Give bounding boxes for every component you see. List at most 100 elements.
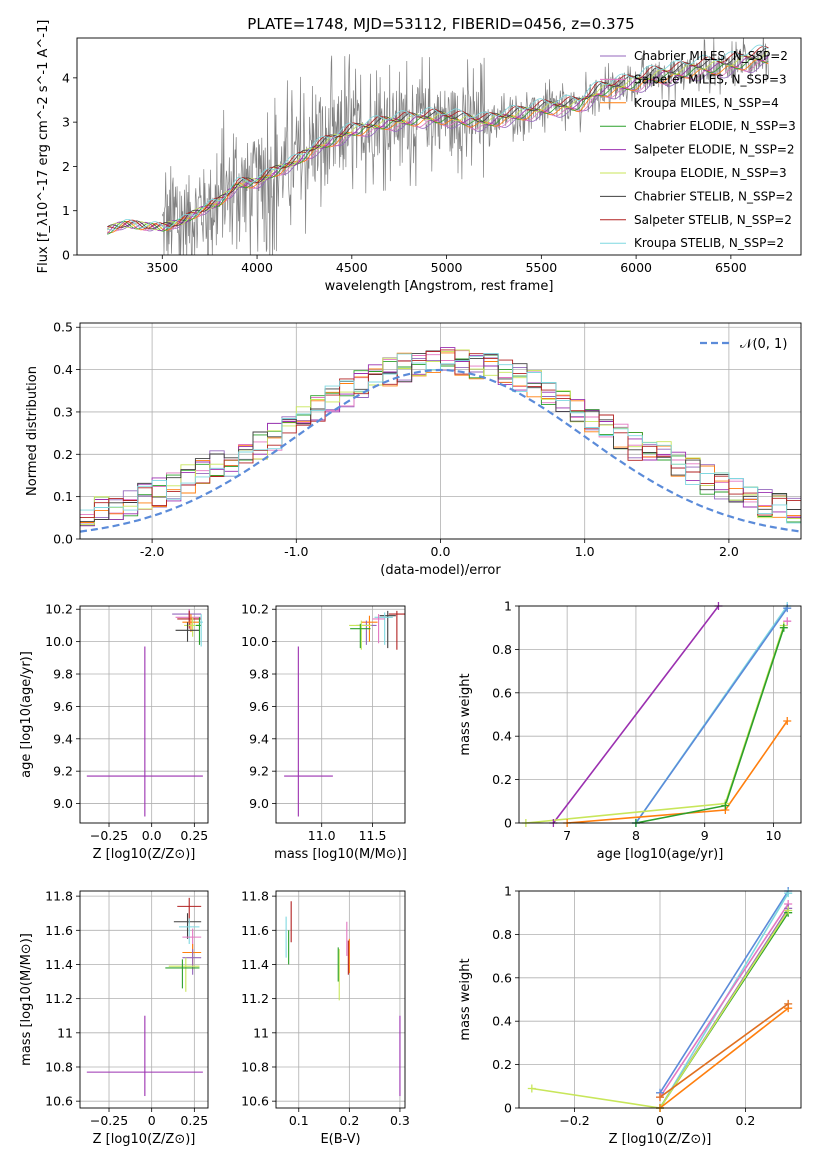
x-tick-label: 0 bbox=[656, 1113, 664, 1128]
mass-weight-line bbox=[531, 910, 789, 1108]
y-tick-label: 0 bbox=[504, 816, 512, 831]
legend-label: Salpeter ELODIE, N_SSP=2 bbox=[634, 143, 795, 157]
data-point-marker bbox=[783, 717, 792, 726]
model-line bbox=[107, 55, 769, 234]
legend-label: 𝒩(0, 1) bbox=[740, 337, 787, 352]
x-tick-label: 9 bbox=[701, 828, 709, 843]
x-tick-label: 11.0 bbox=[308, 828, 336, 843]
y-tick-label: 10.8 bbox=[241, 1059, 269, 1074]
plot-area bbox=[531, 891, 789, 1108]
y-tick-label: 10.6 bbox=[241, 1094, 269, 1109]
y-tick-label: 10.0 bbox=[241, 634, 269, 649]
y-tick-label: 0.4 bbox=[492, 1014, 512, 1029]
mass-weight-line bbox=[659, 1007, 789, 1108]
x-axis-label: Z [log10(Z/Z⊙)] bbox=[609, 1132, 712, 1147]
axes-frame bbox=[79, 322, 802, 540]
y-tick-label: 10.8 bbox=[45, 1059, 73, 1074]
axes-frame bbox=[518, 890, 802, 1109]
chart-massweight_vs_age: 7 8 9 10 0 0.2 0.4 0.6 0.8 1 age [log10(age/yr)] ma… bbox=[458, 599, 802, 862]
y-tick-label: 11.4 bbox=[241, 957, 269, 972]
plot-area bbox=[284, 610, 405, 817]
y-tick-label: 9.2 bbox=[249, 764, 269, 779]
model-line bbox=[106, 50, 769, 231]
data-point-marker bbox=[784, 999, 793, 1008]
y-tick-label: 0.4 bbox=[53, 362, 73, 377]
y-tick-label: 1 bbox=[504, 599, 512, 614]
chart-residuals: -2.0 -1.0 0.0 1.0 2.0 0.0 0.1 0.2 0.3 0.4 0.5 (data… bbox=[25, 320, 802, 578]
x-tick-label: 10 bbox=[766, 828, 782, 843]
y-tick-label: 4 bbox=[62, 70, 70, 85]
x-tick-label: 4500 bbox=[336, 260, 368, 275]
legend-label: Kroupa MILES, N_SSP=4 bbox=[634, 96, 779, 110]
x-axis-label: wavelength [Angstrom, rest frame] bbox=[325, 279, 554, 294]
y-tick-label: 1 bbox=[62, 203, 70, 218]
y-tick-label: 0.0 bbox=[53, 532, 73, 547]
y-tick-label: 11.8 bbox=[241, 889, 269, 904]
y-tick-label: 9.8 bbox=[53, 667, 73, 682]
mass-weight-line bbox=[635, 607, 788, 823]
data-point-marker bbox=[783, 604, 792, 613]
x-tick-label: 2.0 bbox=[719, 544, 739, 559]
data-point-marker bbox=[656, 1093, 664, 1102]
y-tick-label: 0.4 bbox=[492, 729, 512, 744]
chart-spectrum: 3500 4000 4500 5000 5500 6000 6500 0 1 2 3 4 wavelen… bbox=[36, 20, 802, 294]
axes-frame bbox=[275, 605, 406, 824]
legend-label: Salpeter MILES, N_SSP=3 bbox=[634, 72, 787, 86]
x-tick-label: 11.5 bbox=[359, 828, 387, 843]
mass-weight-line bbox=[552, 606, 720, 823]
chart-massweight_vs_Z: −0.2 0 0.2 0 0.2 0.4 0.6 0.8 1 Z [log10(Z/Z⊙)] mas… bbox=[458, 884, 802, 1147]
x-tick-label: 0.1 bbox=[289, 1113, 309, 1128]
y-tick-label: 11.6 bbox=[45, 923, 73, 938]
x-tick-label: 0.25 bbox=[180, 1113, 208, 1128]
chart-mass_vs_EBV: 0.1 0.2 0.3 10.6 10.8 11 11.2 11.4 11.6 11.8 E(B-V… bbox=[241, 889, 410, 1147]
y-axis-label: age [log10(age/yr)] bbox=[19, 651, 34, 778]
legend-label: Salpeter STELIB, N_SSP=2 bbox=[634, 213, 792, 227]
y-tick-label: 0.2 bbox=[492, 1057, 512, 1072]
model-line bbox=[107, 60, 769, 232]
y-tick-label: 9.6 bbox=[249, 699, 269, 714]
x-tick-label: 0.2 bbox=[736, 1113, 756, 1128]
y-tick-label: 10.0 bbox=[45, 634, 73, 649]
plot-area bbox=[80, 347, 801, 533]
axes-frame bbox=[518, 605, 802, 824]
plot-area bbox=[285, 901, 401, 1097]
y-tick-label: 10.6 bbox=[45, 1094, 73, 1109]
y-tick-label: 11.8 bbox=[45, 889, 73, 904]
plot-area bbox=[86, 609, 203, 817]
y-tick-label: 0.1 bbox=[53, 489, 73, 504]
mass-weight-line bbox=[525, 625, 785, 823]
x-tick-label: 6500 bbox=[715, 260, 747, 275]
y-tick-label: 0.8 bbox=[492, 927, 512, 942]
x-axis-label: (data-model)/error bbox=[380, 563, 501, 578]
y-tick-label: 3 bbox=[62, 115, 70, 130]
y-tick-label: 0.3 bbox=[53, 404, 73, 419]
y-tick-label: 11.2 bbox=[241, 991, 269, 1006]
y-tick-label: 0.2 bbox=[53, 447, 73, 462]
x-tick-label: 0.0 bbox=[142, 828, 162, 843]
y-tick-label: 9.8 bbox=[249, 667, 269, 682]
x-axis-label: Z [log10(Z/Z⊙)] bbox=[93, 1132, 196, 1147]
y-tick-label: 9.6 bbox=[53, 699, 73, 714]
data-point-marker bbox=[779, 623, 788, 632]
mass-weight-line bbox=[659, 891, 789, 1094]
plot-area bbox=[86, 897, 203, 1097]
plot-area bbox=[525, 606, 788, 823]
mass-weight-line bbox=[659, 903, 789, 1098]
data-point-marker bbox=[721, 801, 730, 810]
residual-histogram bbox=[80, 349, 801, 519]
x-tick-label: 0.3 bbox=[390, 1113, 410, 1128]
y-tick-label: 11.4 bbox=[45, 957, 73, 972]
x-tick-label: 0 bbox=[148, 1113, 156, 1128]
axes-frame bbox=[275, 890, 406, 1109]
y-tick-label: 0.8 bbox=[492, 642, 512, 657]
x-tick-label: 0.0 bbox=[431, 544, 451, 559]
x-axis-label: age [log10(age/yr)] bbox=[597, 847, 724, 862]
y-tick-label: 11.2 bbox=[45, 991, 73, 1006]
y-tick-label: 9.2 bbox=[53, 764, 73, 779]
y-axis-label: mass weight bbox=[458, 958, 473, 1040]
mass-weight-line bbox=[635, 627, 785, 823]
gaussian-curve bbox=[80, 368, 801, 533]
x-tick-label: 7 bbox=[563, 828, 571, 843]
axes-frame bbox=[79, 890, 209, 1109]
chart-age_vs_mass: 11.0 11.5 9.0 9.2 9.4 9.6 9.8 10.0 10.2 mass [log… bbox=[241, 602, 407, 862]
